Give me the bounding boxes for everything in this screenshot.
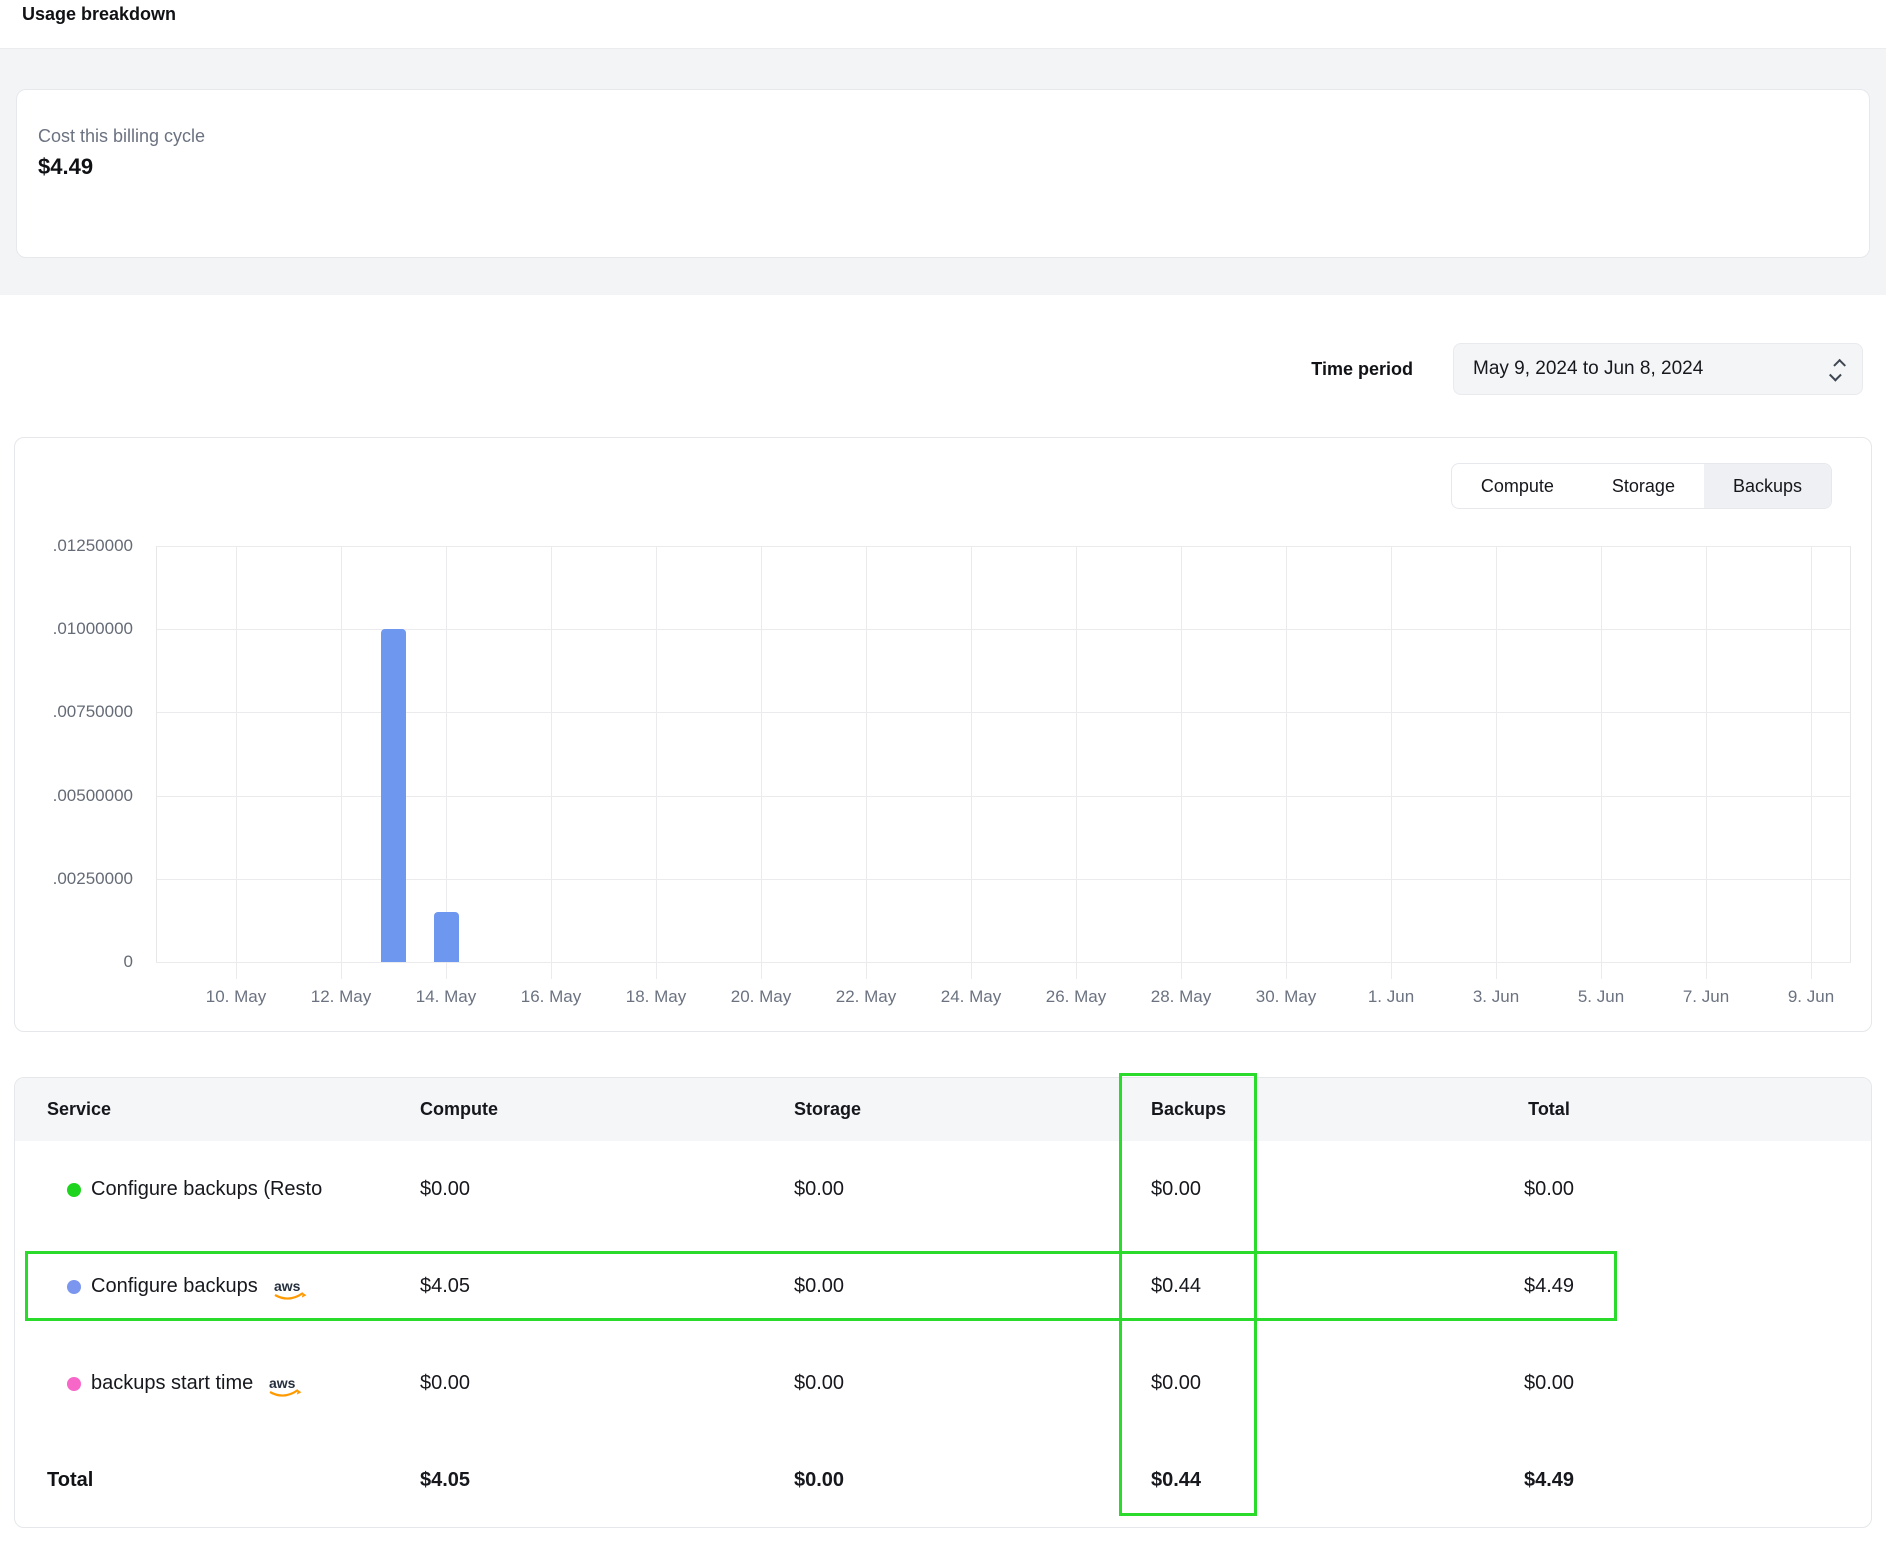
svg-text:aws: aws bbox=[274, 1278, 301, 1294]
total-total-value: $4.49 bbox=[1449, 1432, 1649, 1528]
x-axis-labels: 10. May12. May14. May16. May18. May20. M… bbox=[156, 987, 1851, 1011]
col-header-storage: Storage bbox=[794, 1078, 861, 1141]
chart-metric-tabs: Compute Storage Backups bbox=[1451, 463, 1832, 509]
time-period-label: Time period bbox=[1311, 343, 1413, 395]
x-tick-label: 20. May bbox=[709, 987, 813, 1007]
x-tick-label: 28. May bbox=[1129, 987, 1233, 1007]
x-tick-label: 9. Jun bbox=[1759, 987, 1863, 1007]
y-tick-label: .01250000 bbox=[15, 536, 133, 556]
total-compute-value: $4.05 bbox=[420, 1432, 470, 1528]
col-header-total: Total bbox=[1449, 1078, 1649, 1141]
tab-backups[interactable]: Backups bbox=[1704, 464, 1831, 508]
service-name-wrap: backups start time aws bbox=[91, 1335, 305, 1432]
backups-value: $0.00 bbox=[1151, 1141, 1201, 1238]
total-value: $4.49 bbox=[1449, 1238, 1649, 1335]
x-tick-label: 30. May bbox=[1234, 987, 1338, 1007]
time-period-value: May 9, 2024 to Jun 8, 2024 bbox=[1473, 358, 1703, 380]
x-tick-label: 3. Jun bbox=[1444, 987, 1548, 1007]
service-name: Configure backups (Resto bbox=[91, 1141, 322, 1238]
x-tick-label: 5. Jun bbox=[1549, 987, 1653, 1007]
tab-storage[interactable]: Storage bbox=[1583, 464, 1704, 508]
x-tick-label: 22. May bbox=[814, 987, 918, 1007]
backups-value: $0.00 bbox=[1151, 1335, 1201, 1432]
plot-area bbox=[156, 546, 1851, 962]
service-name-wrap: Configure backups aws bbox=[91, 1238, 310, 1335]
y-axis-labels: .01250000.01000000.00750000.00500000.002… bbox=[15, 546, 133, 962]
storage-value: $0.00 bbox=[794, 1141, 844, 1238]
series-dot bbox=[67, 1183, 81, 1197]
y-tick-label: 0 bbox=[15, 952, 133, 972]
total-storage-value: $0.00 bbox=[794, 1432, 844, 1528]
svg-text:aws: aws bbox=[269, 1375, 296, 1391]
table-row: Configure backups (Resto $0.00 $0.00 $0.… bbox=[15, 1141, 1871, 1238]
col-header-service: Service bbox=[47, 1078, 111, 1141]
compute-value: $0.00 bbox=[420, 1335, 470, 1432]
x-tick-label: 16. May bbox=[499, 987, 603, 1007]
service-name: backups start time bbox=[91, 1335, 253, 1432]
cost-cycle-label: Cost this billing cycle bbox=[38, 126, 1869, 147]
compute-value: $0.00 bbox=[420, 1141, 470, 1238]
usage-chart-card: Compute Storage Backups .01250000 .010000… bbox=[14, 437, 1872, 1032]
x-tick-label: 24. May bbox=[919, 987, 1023, 1007]
aws-logo-icon: aws bbox=[272, 1278, 310, 1304]
series-dot bbox=[67, 1377, 81, 1391]
series-dot bbox=[67, 1280, 81, 1294]
y-tick-label: .00750000 bbox=[15, 702, 133, 722]
storage-value: $0.00 bbox=[794, 1238, 844, 1335]
x-tick-label: 10. May bbox=[184, 987, 288, 1007]
total-row-label: Total bbox=[47, 1432, 93, 1528]
total-backups-value: $0.44 bbox=[1151, 1432, 1201, 1528]
cost-card: Cost this billing cycle $4.49 bbox=[16, 89, 1870, 258]
x-tick-label: 14. May bbox=[394, 987, 498, 1007]
x-tick-label: 18. May bbox=[604, 987, 708, 1007]
total-value: $0.00 bbox=[1449, 1141, 1649, 1238]
billing-summary-band: Cost this billing cycle $4.49 bbox=[0, 48, 1886, 295]
aws-logo-icon: aws bbox=[267, 1375, 305, 1401]
page-title: Usage breakdown bbox=[22, 4, 176, 25]
table-total-row: Total $4.05 $0.00 $0.44 $4.49 bbox=[15, 1432, 1871, 1528]
chart-bar bbox=[434, 912, 459, 962]
y-tick-label: .01000000 bbox=[15, 619, 133, 639]
service-name: Configure backups bbox=[91, 1238, 258, 1335]
x-tick-label: 12. May bbox=[289, 987, 393, 1007]
x-tick-label: 7. Jun bbox=[1654, 987, 1758, 1007]
y-tick-label: .00500000 bbox=[15, 786, 133, 806]
usage-table: Service Compute Storage Backups Total Co… bbox=[14, 1077, 1872, 1528]
col-header-compute: Compute bbox=[420, 1078, 498, 1141]
table-header-row: Service Compute Storage Backups Total bbox=[15, 1078, 1871, 1141]
y-tick-label: .00250000 bbox=[15, 869, 133, 889]
tab-compute[interactable]: Compute bbox=[1452, 464, 1583, 508]
total-value: $0.00 bbox=[1449, 1335, 1649, 1432]
col-header-backups: Backups bbox=[1151, 1078, 1226, 1141]
x-tick-label: 1. Jun bbox=[1339, 987, 1443, 1007]
table-row-highlighted: Configure backups aws $4.05 $0.00 $0.44 … bbox=[15, 1238, 1871, 1335]
cost-cycle-amount: $4.49 bbox=[38, 154, 1869, 180]
storage-value: $0.00 bbox=[794, 1335, 844, 1432]
compute-value: $4.05 bbox=[420, 1238, 470, 1335]
chevron-up-down-icon bbox=[1833, 360, 1842, 379]
time-period-select[interactable]: May 9, 2024 to Jun 8, 2024 bbox=[1453, 343, 1863, 395]
chart-bar bbox=[381, 629, 406, 962]
x-tick-label: 26. May bbox=[1024, 987, 1128, 1007]
table-row: backups start time aws $0.00 $0.00 $0.00… bbox=[15, 1335, 1871, 1432]
backups-value: $0.44 bbox=[1151, 1238, 1201, 1335]
